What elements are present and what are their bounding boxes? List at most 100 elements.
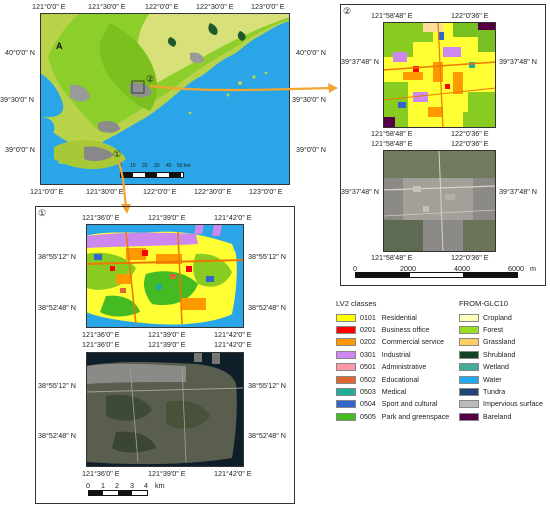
panel-1-mid-tick: 121°42'0" E: [214, 340, 252, 349]
legend-code: 0502: [360, 375, 376, 384]
area-2-marker: ②: [146, 74, 155, 84]
overview-left-tick: 40°0'0" N: [5, 48, 35, 57]
panel-2-mid-tick: 121°58'48" E: [371, 139, 413, 148]
panel-1-scale-label: 2: [115, 481, 119, 490]
legend-code: 0202: [360, 338, 376, 347]
legend-swatch: [336, 363, 356, 372]
overview-bottom-tick: 122°0'0" E: [143, 187, 177, 196]
legend-label: Industrial: [381, 350, 411, 359]
legend-swatch: [336, 313, 356, 322]
overview-right-tick: 39°0'0" N: [296, 145, 326, 154]
overview-top-tick: 121°30'0" E: [88, 2, 126, 11]
legend-swatch: [336, 375, 356, 384]
legend-code: 0505: [360, 412, 376, 421]
legend-label: Administrative: [381, 363, 427, 372]
panel-1-lat-label: 38°55'12" N: [248, 252, 286, 261]
legend-label: Cropland: [483, 313, 512, 322]
area-1-marker: ①: [113, 149, 122, 159]
panel-1-scale-bar: [88, 490, 148, 496]
legend-label: Shrubland: [483, 350, 516, 359]
legend-label: Wetland: [483, 363, 509, 372]
panel-1-lat-label: 38°55'12" N: [38, 252, 76, 261]
panel-1-top-tick: 121°39'0" E: [148, 213, 186, 222]
legend-item: Wetland: [459, 363, 509, 372]
panel-2-top-tick: 122°0'36" E: [451, 11, 489, 20]
legend-item: 0201 Business office: [336, 325, 429, 334]
legend-swatch: [336, 400, 356, 409]
panel-1-bottom-tick: 121°39'0" E: [148, 469, 186, 478]
panel-2-bottom-tick: 122°0'36" E: [451, 253, 489, 262]
legend-label: Impervious surface: [483, 400, 543, 409]
panel-2-lat-label: 39°37'48" N: [499, 57, 537, 66]
legend-label: Business office: [381, 325, 430, 334]
panel-2-frame: [340, 4, 546, 286]
legend-swatch: [336, 350, 356, 359]
panel-2-scale-label: m: [530, 264, 536, 273]
overview-scale-label: 10: [130, 163, 136, 169]
overview-bottom-tick: 123°0'0" E: [249, 187, 283, 196]
panel-1-classification-map: [86, 224, 244, 328]
legend-swatch: [459, 313, 479, 322]
legend-item: 0301 Industrial: [336, 350, 411, 359]
overview-top-tick: 122°30'0" E: [196, 2, 234, 11]
legend-label: Residential: [381, 313, 417, 322]
legend-item: 0503 Medical: [336, 387, 406, 396]
panel-2-top-tick: 121°58'48" E: [371, 11, 413, 20]
legend-swatch: [336, 325, 356, 334]
panel-2-satellite-frame: [383, 150, 496, 252]
overview-bottom-tick: 122°30'0" E: [194, 187, 232, 196]
legend-label: Tundra: [483, 387, 506, 396]
panel-2-lat-label: 39°37'48" N: [341, 57, 379, 66]
panel-1-scale-label: 0: [86, 481, 90, 490]
legend-label: Commercial service: [381, 338, 445, 347]
panel-1-lat-label: 38°52'48" N: [38, 431, 76, 440]
panel-2-scale-label: 2000: [400, 264, 416, 273]
legend-label: Forest: [483, 325, 504, 334]
legend-item: Grassland: [459, 338, 515, 347]
panel-1-marker: ①: [38, 208, 47, 218]
legend-item: 0505 Park and greenspace: [336, 412, 449, 421]
legend-item: 0504 Sport and cultural: [336, 400, 437, 409]
legend-lv2-title: LV2 classes: [336, 299, 377, 308]
overview-scale-label: 30: [154, 163, 160, 169]
panel-1-lat-label: 38°52'48" N: [248, 303, 286, 312]
panel-1-lat-label: 38°52'48" N: [248, 431, 286, 440]
legend-code: 0301: [360, 350, 376, 359]
overview-top-tick: 122°0'0" E: [145, 2, 179, 11]
panel-2-scale-bar: [355, 272, 518, 278]
overview-map-frame: [40, 13, 290, 185]
overview-bottom-tick: 121°30'0" E: [86, 187, 124, 196]
panel-1-bottom-tick: 121°42'0" E: [214, 469, 252, 478]
legend-label: Sport and cultural: [381, 400, 438, 409]
legend-label: Grassland: [483, 338, 516, 347]
legend-code: 0501: [360, 363, 376, 372]
panel-1-mid-tick: 121°39'0" E: [148, 330, 186, 339]
legend-swatch: [459, 400, 479, 409]
legend-code: 0201: [360, 325, 376, 334]
north-arrow-icon: A: [56, 41, 63, 51]
legend-item: 0202 Commercial service: [336, 338, 444, 347]
legend-code: 0503: [360, 387, 376, 396]
legend-item: Impervious surface: [459, 400, 543, 409]
panel-2-marker: ②: [343, 6, 352, 16]
legend-item: 0101 Residential: [336, 313, 417, 322]
overview-right-tick: 39°30'0" N: [292, 95, 326, 104]
overview-scale-label: 40: [166, 163, 172, 169]
panel-1-scale-label: 4: [144, 481, 148, 490]
overview-bottom-tick: 121°0'0" E: [30, 187, 64, 196]
legend-label: Water: [483, 375, 502, 384]
legend-label: Park and greenspace: [381, 412, 450, 421]
legend-swatch: [459, 363, 479, 372]
panel-2-satellite-image: [383, 150, 496, 252]
legend-swatch: [336, 338, 356, 347]
panel-1-scale-label: km: [155, 481, 165, 490]
legend-item: Shrubland: [459, 350, 515, 359]
panel-1-satellite-image: [86, 352, 244, 467]
panel-2-mid-tick: 121°58'48" E: [371, 129, 413, 138]
panel-1-lat-label: 38°55'12" N: [248, 381, 286, 390]
legend-label: Educational: [381, 375, 419, 384]
overview-left-tick: 39°30'0" N: [0, 95, 34, 104]
panel-2-mid-tick: 122°0'36" E: [451, 139, 489, 148]
panel-1-frame: [35, 206, 295, 504]
panel-1-lat-label: 38°52'48" N: [38, 303, 76, 312]
